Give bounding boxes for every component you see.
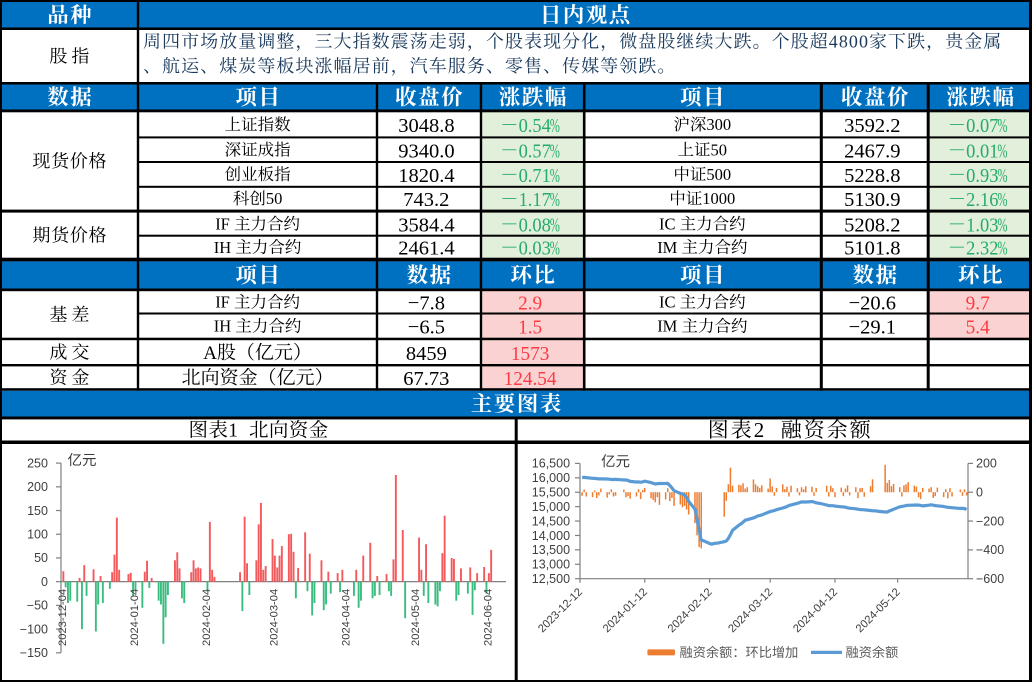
- svg-text:5101.8: 5101.8: [844, 238, 900, 260]
- svg-text:0.57: 0.57: [519, 140, 552, 162]
- svg-text:−6.5: −6.5: [408, 317, 445, 339]
- svg-text:0: 0: [976, 486, 983, 500]
- svg-text:3592.2: 3592.2: [844, 115, 900, 137]
- svg-text:0.08: 0.08: [519, 215, 551, 237]
- svg-text:1820.4: 1820.4: [398, 165, 454, 187]
- svg-text:%: %: [550, 188, 560, 211]
- svg-text:IH: IH: [214, 317, 231, 336]
- svg-text:%: %: [550, 164, 560, 187]
- svg-text:%: %: [997, 139, 1007, 162]
- svg-text:0.71: 0.71: [519, 165, 551, 187]
- svg-text:%: %: [550, 213, 560, 236]
- svg-text:2: 2: [754, 418, 767, 442]
- svg-text:−600: −600: [976, 572, 1004, 586]
- svg-text:1.03: 1.03: [966, 215, 998, 237]
- svg-text:IF: IF: [215, 293, 230, 312]
- svg-text:50: 50: [711, 140, 728, 159]
- svg-text:200: 200: [27, 480, 48, 494]
- svg-text:0.03: 0.03: [519, 238, 551, 260]
- svg-text:−150: −150: [20, 646, 48, 660]
- svg-text:1.17: 1.17: [519, 189, 552, 211]
- svg-text:50: 50: [34, 551, 48, 565]
- svg-text:−200: −200: [976, 514, 1004, 528]
- svg-text:4800: 4800: [829, 32, 869, 52]
- svg-text:−29.1: −29.1: [849, 317, 896, 339]
- svg-text:0.54: 0.54: [519, 115, 552, 137]
- svg-text:13,000: 13,000: [532, 558, 570, 572]
- svg-text:150: 150: [27, 504, 48, 518]
- svg-text:%: %: [997, 213, 1007, 236]
- svg-text:100: 100: [27, 528, 48, 542]
- svg-text:2467.9: 2467.9: [844, 140, 900, 162]
- svg-text:8459: 8459: [406, 343, 447, 365]
- svg-text:−400: −400: [976, 543, 1004, 557]
- svg-text:2.32: 2.32: [966, 238, 998, 260]
- svg-text:743.2: 743.2: [403, 189, 449, 211]
- svg-text:250: 250: [27, 456, 48, 470]
- svg-text:5228.8: 5228.8: [844, 165, 900, 187]
- svg-text:1573: 1573: [511, 342, 550, 365]
- svg-text:2461.4: 2461.4: [398, 238, 454, 260]
- svg-text:IH: IH: [214, 238, 231, 257]
- svg-text:15,000: 15,000: [532, 500, 570, 514]
- svg-text:1: 1: [228, 421, 238, 442]
- svg-text:%: %: [997, 236, 1007, 259]
- svg-text:16,000: 16,000: [532, 471, 570, 485]
- svg-text:2023-12-04: 2023-12-04: [57, 589, 69, 646]
- svg-text:2.16: 2.16: [966, 189, 999, 211]
- svg-text:IF: IF: [215, 215, 230, 234]
- svg-text:%: %: [997, 164, 1007, 187]
- svg-text:3584.4: 3584.4: [398, 214, 454, 236]
- svg-text:124.54: 124.54: [504, 367, 557, 390]
- svg-text:IM: IM: [657, 317, 677, 336]
- svg-text:−20.6: −20.6: [849, 293, 896, 315]
- svg-text:IC: IC: [659, 293, 676, 312]
- svg-text:−100: −100: [20, 622, 48, 636]
- svg-text:2024-04-04: 2024-04-04: [341, 589, 353, 646]
- svg-text:A: A: [203, 343, 217, 364]
- svg-text:67.73: 67.73: [403, 368, 449, 390]
- svg-text:13,500: 13,500: [532, 543, 570, 557]
- svg-text:5130.9: 5130.9: [844, 189, 900, 211]
- svg-text:−50: −50: [27, 599, 48, 613]
- svg-text:2.9: 2.9: [518, 292, 542, 315]
- svg-text:IC: IC: [659, 215, 676, 234]
- svg-text:14,500: 14,500: [532, 514, 570, 528]
- svg-text:5208.2: 5208.2: [844, 214, 900, 236]
- svg-text:IM: IM: [657, 238, 677, 257]
- svg-text:0.93: 0.93: [966, 165, 998, 187]
- svg-text:0: 0: [41, 575, 48, 589]
- svg-text:9.7: 9.7: [966, 292, 990, 315]
- svg-text:2024-03-04: 2024-03-04: [268, 589, 280, 646]
- svg-text:12,500: 12,500: [532, 572, 570, 586]
- svg-text:1000: 1000: [702, 189, 735, 208]
- svg-text:15,500: 15,500: [532, 486, 570, 500]
- svg-text:−7.8: −7.8: [408, 293, 445, 315]
- svg-text:0.07: 0.07: [966, 115, 999, 137]
- svg-text:2024-05-04: 2024-05-04: [410, 589, 422, 646]
- svg-text:5.4: 5.4: [966, 316, 990, 339]
- svg-text:300: 300: [706, 115, 731, 134]
- svg-text:14,000: 14,000: [532, 529, 570, 543]
- svg-text:%: %: [550, 139, 560, 162]
- svg-text:%: %: [997, 188, 1007, 211]
- svg-text:%: %: [550, 236, 560, 259]
- svg-text:3048.8: 3048.8: [398, 115, 454, 137]
- svg-text:200: 200: [976, 457, 997, 471]
- svg-text:2024-01-04: 2024-01-04: [129, 589, 141, 646]
- svg-text:50: 50: [266, 189, 283, 208]
- svg-text:500: 500: [706, 165, 731, 184]
- svg-text:9340.0: 9340.0: [398, 140, 454, 162]
- svg-text:%: %: [550, 114, 560, 137]
- svg-text:2024-06-04: 2024-06-04: [482, 589, 494, 646]
- svg-text:%: %: [997, 114, 1007, 137]
- svg-text:0.01: 0.01: [966, 140, 998, 162]
- svg-text:16,500: 16,500: [532, 457, 570, 471]
- svg-text:1.5: 1.5: [518, 316, 542, 339]
- svg-text:2024-02-04: 2024-02-04: [201, 589, 213, 646]
